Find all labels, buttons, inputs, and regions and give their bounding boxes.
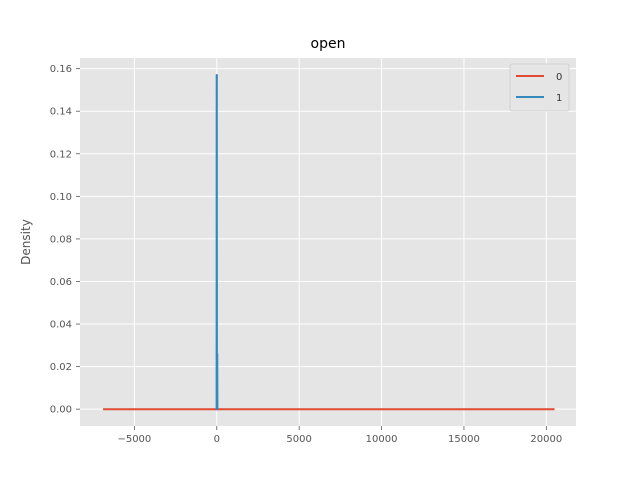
x-tick-label: −5000 [117, 434, 151, 445]
series-layer [103, 74, 555, 411]
y-tick-label: 0.04 [50, 320, 72, 331]
x-tick-label: 15000 [448, 434, 480, 445]
y-tick-label: 0.06 [50, 277, 72, 288]
chart-title: open [311, 36, 346, 52]
x-tick-label: 10000 [366, 434, 398, 445]
series-line-1 [215, 74, 219, 411]
x-tick-label: 20000 [530, 434, 562, 445]
y-tick-label: 0.12 [50, 149, 72, 160]
y-axis-ticks: 0.00 0.02 0.04 0.06 0.08 0.10 0.12 0.14 0.16 [50, 64, 80, 416]
y-tick-label: 0.10 [50, 192, 72, 203]
x-tick-label: 5000 [286, 434, 311, 445]
x-axis-ticks: −5000 0 5000 10000 15000 20000 [117, 426, 562, 445]
x-tick-label: 0 [214, 434, 220, 445]
legend-label-1: 1 [556, 93, 562, 104]
y-axis-label: Density [19, 219, 33, 265]
y-tick-label: 0.16 [50, 64, 72, 75]
legend-label-0: 0 [556, 72, 562, 83]
legend: 01 [509, 63, 570, 112]
plot-area [80, 58, 576, 426]
y-tick-label: 0.14 [50, 107, 72, 118]
y-tick-label: 0.02 [50, 362, 72, 373]
grid-lines [80, 58, 576, 426]
y-tick-label: 0.00 [50, 405, 72, 416]
y-tick-label: 0.08 [50, 234, 72, 245]
